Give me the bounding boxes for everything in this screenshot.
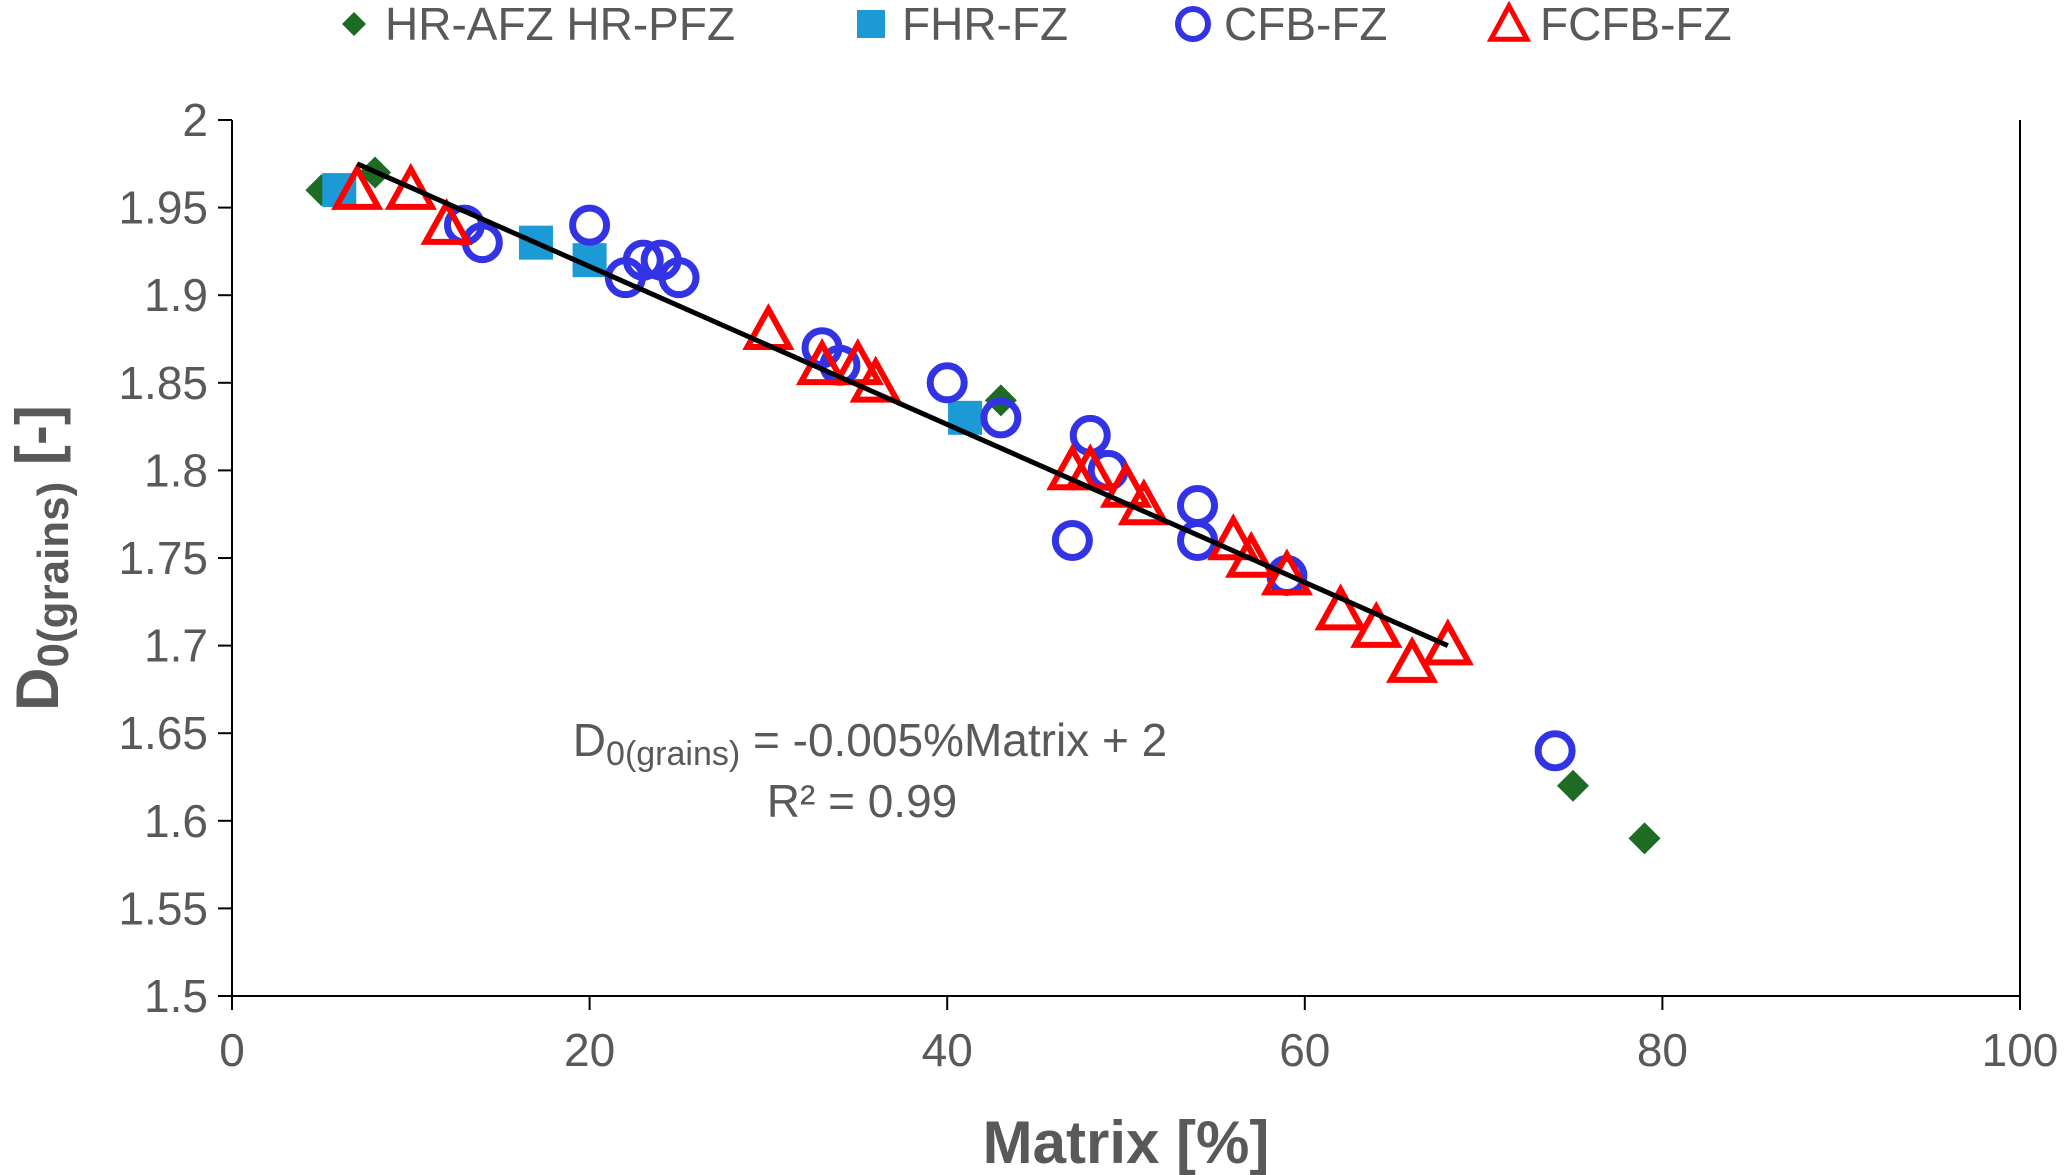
legend-item: FCFB-FZ [1486,0,1732,50]
data-point [1177,484,1219,526]
data-point [569,204,611,246]
data-point [1557,769,1589,802]
legend-marker [857,10,885,38]
data-point [384,162,437,210]
x-tick-label: 20 [564,1024,615,1076]
data-point [1385,635,1439,683]
series-layer [305,156,1661,855]
legend: HR-AFZ HR-PFZ FHR-FZ CFB-FZ FCFB-FZ [342,0,1732,50]
x-axis-title: Matrix [%] [983,1109,1270,1175]
x-tick-label: 40 [922,1024,973,1076]
data-point [658,257,700,299]
r-squared-label: R² = 0.99 [767,775,958,827]
data-point [1628,822,1661,855]
data-point [849,355,902,403]
data-point [1207,513,1260,561]
series-triangle-open [331,162,1474,683]
equation-main: D [573,714,606,766]
data-point [1350,600,1403,648]
y-axis-title-sub: 0(grains) [29,482,78,668]
legend-item: FHR-FZ [857,0,1068,50]
legend-label: FCFB-FZ [1540,0,1732,50]
series-circle-open [443,204,1576,772]
data-point [1051,519,1093,561]
y-tick-label: 1.75 [118,532,208,584]
legend-label: CFB-FZ [1224,0,1388,50]
y-tick-label: 1.7 [144,620,208,672]
trendline [356,161,1449,648]
data-point [1117,478,1170,526]
y-axis-title-main: D [4,668,71,711]
data-point [1534,730,1576,772]
y-tick-label: 1.8 [144,444,208,496]
legend-marker [1175,6,1211,42]
y-tick-label: 1.55 [118,882,208,934]
legend-marker [1486,0,1532,42]
legend-item: CFB-FZ [1175,0,1388,50]
legend-item: HR-AFZ HR-PFZ [342,0,735,50]
data-point [622,239,664,281]
y-tick-label: 1.5 [144,970,208,1022]
x-ticks: 0 20 40 60 80 100 [219,996,2058,1076]
y-ticks: 1.5 1.55 1.6 1.65 1.7 1.75 1.8 1.85 1.9 1.95 2 [118,94,232,1022]
y-tick-label: 1.85 [118,357,208,409]
legend-label: HR-AFZ HR-PFZ [385,0,735,50]
data-point [926,362,968,404]
x-tick-label: 100 [1982,1024,2059,1076]
equation-tail: = -0.005%Matrix + 2 [740,714,1167,766]
data-point [331,162,384,210]
trendline-equation: D0(grains) = -0.005%Matrix + 2 [573,714,1167,773]
legend-label: FHR-FZ [902,0,1068,50]
data-point [831,338,884,386]
equation-sub: 0(grains) [606,735,740,773]
y-axis-title-tail: [-] [4,405,71,482]
data-point [420,197,473,245]
data-point [980,397,1022,439]
y-tick-label: 1.95 [118,182,208,234]
y-tick-label: 2 [182,94,208,146]
y-tick-label: 1.9 [144,269,208,321]
y-axis-title: D0(grains) [-] [4,405,78,711]
x-tick-label: 0 [219,1024,245,1076]
x-tick-label: 80 [1637,1024,1688,1076]
data-point [1314,583,1367,631]
legend-marker [342,12,366,36]
y-tick-label: 1.6 [144,795,208,847]
data-point [1260,548,1314,596]
x-tick-label: 60 [1279,1024,1330,1076]
y-tick-label: 1.65 [118,707,208,759]
